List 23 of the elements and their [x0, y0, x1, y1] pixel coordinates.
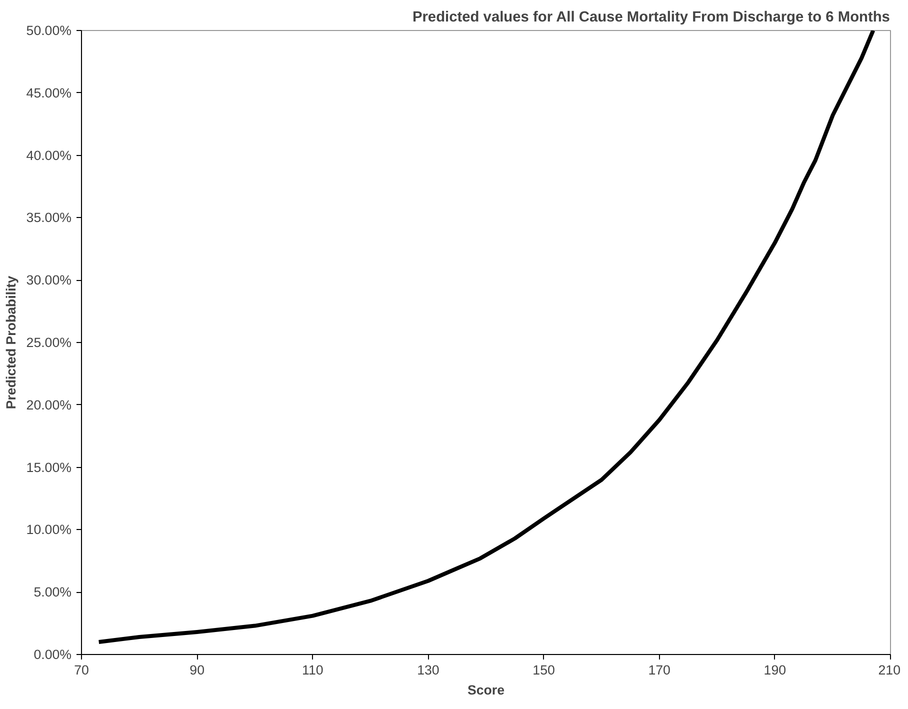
line-series	[96, 30, 876, 644]
y-tick-label: 30.00%	[26, 272, 72, 288]
x-tick-label: 190	[764, 662, 786, 678]
x-tick-label: 170	[648, 662, 670, 678]
x-tick-label: 90	[190, 662, 204, 678]
y-tick-label: 40.00%	[26, 148, 72, 163]
chart-title: Predicted values for All Cause Mortality From Discharge to 6 Months	[412, 10, 890, 26]
y-tick-label: 5.00%	[34, 584, 72, 600]
x-tick-label: 110	[302, 662, 324, 678]
y-tick-label: 50.00%	[26, 23, 72, 38]
x-axis-title: Score	[467, 682, 505, 698]
x-tick-label: 70	[74, 662, 89, 678]
y-tick-label: 20.00%	[26, 397, 72, 412]
x-tick-label: 210	[878, 662, 901, 678]
x-tick-label: 150	[532, 662, 555, 678]
y-tick-label: 35.00%	[26, 210, 72, 226]
y-tick-label: 25.00%	[26, 335, 72, 350]
x-tick-label: 130	[417, 662, 440, 678]
y-axis-title: Predicted Probability	[3, 275, 18, 410]
y-tick-label: 45.00%	[26, 85, 72, 100]
y-tick-label: 0.00%	[34, 647, 72, 662]
y-tick-label: 15.00%	[26, 460, 72, 475]
y-tick-label: 10.00%	[26, 522, 72, 538]
